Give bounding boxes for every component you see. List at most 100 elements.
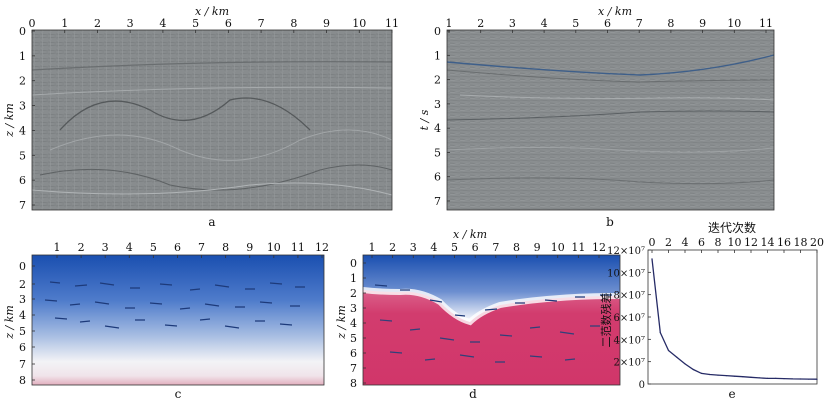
residual-data-point	[742, 376, 744, 378]
panel-d-y-axis-label: z / km	[335, 305, 348, 340]
panel-b-x-tick-label: 6	[604, 17, 611, 30]
panel-c-label: c	[175, 387, 182, 401]
panel-e-x-tick-label: 10	[728, 236, 742, 249]
panel-c-x-ticks: 1 2 3 4 5 6 7 8 9 10 11 12	[54, 241, 329, 258]
panel-e-x-tick-label: 20	[810, 236, 824, 249]
panel-a-y-axis-label: z / km	[3, 103, 16, 138]
residual-data-point	[717, 374, 719, 376]
panel-a: 0 1 2 3 4 5 6 7 8 9 10 11 0 1 2 3 4 5 6 7 x / km z / km a	[3, 5, 399, 229]
panel-e-frame	[647, 249, 818, 385]
panel-c-y-tick-label: 0	[19, 260, 26, 273]
panel-b-x-tick-label: 4	[541, 17, 548, 30]
panel-a-y-tick-label: 0	[19, 25, 26, 38]
panel-b-y-tick-label: 2	[434, 74, 441, 87]
panel-a-y-tick-label: 6	[19, 174, 26, 187]
residual-data-point	[750, 376, 752, 378]
panel-c-x-tick-label: 5	[150, 241, 157, 254]
panel-a-x-tick-label: 4	[159, 17, 166, 30]
panel-e-x-tick-label: 18	[794, 236, 808, 249]
panel-d-x-tick-label: 1	[369, 241, 376, 254]
residual-data-point	[733, 375, 736, 377]
panel-b-y-tick-label: 7	[434, 195, 441, 208]
panel-b-x-ticks: 1 2 3 4 5 6 7 8 9 10 11	[446, 17, 773, 33]
panel-d-x-tick-label: 5	[451, 241, 458, 254]
panel-e-x-tick-label: 14	[761, 236, 775, 249]
panel-a-x-tick-label: 11	[385, 17, 399, 30]
residual-series-line	[651, 258, 818, 380]
panel-b-x-axis-label: x / km	[598, 5, 632, 18]
panel-a-y-tick-label: 7	[19, 199, 26, 212]
panel-e-x-tick-label: 2	[665, 236, 672, 249]
panel-e-x-axis-label: 迭代次数	[708, 220, 756, 235]
panel-a-x-tick-label: 5	[192, 17, 199, 30]
panel-d-y-tick-label: 6	[350, 347, 357, 360]
panel-d-x-axis-label: x / km	[453, 228, 487, 241]
panel-a-x-tick-label: 8	[290, 17, 297, 30]
panel-a-x-tick-label: 10	[352, 17, 366, 30]
panel-d-x-tick-label: 9	[534, 241, 541, 254]
panel-e-x-tick-label: 12	[744, 236, 758, 249]
panel-b-x-tick-label: 3	[509, 17, 516, 30]
residual-data-point	[766, 377, 769, 379]
panel-c-x-tick-label: 4	[126, 241, 133, 254]
panel-c-y-tick-label: 7	[19, 358, 26, 371]
panel-d-x-tick-label: 4	[430, 241, 437, 254]
residual-data-point	[758, 377, 760, 379]
residual-data-point	[709, 373, 711, 376]
panel-b-x-tick-label: 2	[477, 17, 484, 30]
panel-c-x-tick-label: 3	[102, 241, 109, 254]
panel-c-x-tick-label: 12	[315, 241, 329, 254]
panel-a-x-tick-label: 9	[323, 17, 330, 30]
panel-c-frame	[31, 254, 325, 386]
panel-d-x-tick-label: 11	[571, 241, 585, 254]
panel-d-y-tick-label: 5	[350, 332, 357, 345]
panel-d-x-ticks: 1 2 3 4 5 6 7 8 9 10 11 12	[369, 241, 606, 258]
panel-d-y-tick-label: 0	[350, 257, 357, 270]
panel-d-label: d	[469, 387, 477, 401]
panel-e-y-tick-label: 4×10⁷	[614, 335, 645, 346]
panel-d-x-tick-label: 12	[592, 241, 606, 254]
panel-d-x-tick-label: 3	[410, 241, 417, 254]
panel-e-y-tick-label: 10×10⁷	[607, 268, 645, 279]
panel-c-x-tick-label: 11	[291, 241, 305, 254]
panel-b-x-tick-label: 11	[759, 17, 773, 30]
panel-b-frame	[446, 29, 775, 211]
panel-c-y-tick-label: 8	[19, 374, 26, 387]
panel-a-y-tick-label: 2	[19, 75, 26, 88]
panel-e-y-tick-label: 6×10⁷	[614, 313, 645, 324]
residual-data-point	[659, 332, 661, 334]
panel-a-y-ticks: 0 1 2 3 4 5 6 7	[19, 25, 35, 212]
panel-b-y-tick-label: 1	[434, 49, 441, 62]
panel-e-x-tick-label: 6	[698, 236, 705, 249]
panel-a-x-ticks: 0 1 2 3 4 5 6 7 8 9 10 11	[29, 17, 399, 33]
panel-c-y-ticks: 0 2 3 4 5 6 7 8	[19, 260, 35, 387]
panel-e-y-axis-label: 二范数残差	[599, 293, 613, 348]
panel-e-x-tick-label: 4	[682, 236, 689, 249]
residual-data-point	[799, 378, 802, 380]
panel-a-y-tick-label: 1	[19, 50, 26, 63]
panel-e-label: e	[728, 387, 735, 401]
panel-a-x-axis-label: x / km	[195, 5, 229, 18]
residual-data-point	[684, 363, 686, 365]
residual-data-point	[816, 378, 818, 380]
panel-e-y-tick-label: 0	[639, 380, 645, 391]
panel-d-x-tick-label: 10	[551, 241, 565, 254]
panel-a-x-tick-label: 2	[94, 17, 101, 30]
panel-c-x-tick-label: 8	[222, 241, 229, 254]
panel-a-x-tick-label: 3	[127, 17, 134, 30]
panel-b-x-tick-label: 1	[446, 17, 453, 30]
panel-a-image	[31, 30, 393, 210]
panel-e-y-tick-label: 2×10⁷	[614, 358, 645, 369]
panel-e-x-tick-label: 0	[649, 236, 656, 249]
panel-e-x-tick-label: 8	[715, 236, 722, 249]
panel-a-x-tick-label: 7	[258, 17, 265, 30]
panel-e-y-tick-label: 12×10⁷	[607, 246, 645, 257]
panel-a-x-tick-label: 0	[29, 17, 36, 30]
panel-d-y-ticks: 0 1 2 3 4 5 6 7 8	[350, 257, 366, 390]
panel-b-x-tick-label: 7	[636, 17, 643, 30]
residual-data-point	[700, 372, 703, 374]
panel-e: 0 2 4 6 8 10 12 14 16 18 20 02×10⁷4×10⁷6×10⁷8×10⁷1…	[599, 220, 824, 401]
panel-a-label: a	[208, 215, 215, 229]
